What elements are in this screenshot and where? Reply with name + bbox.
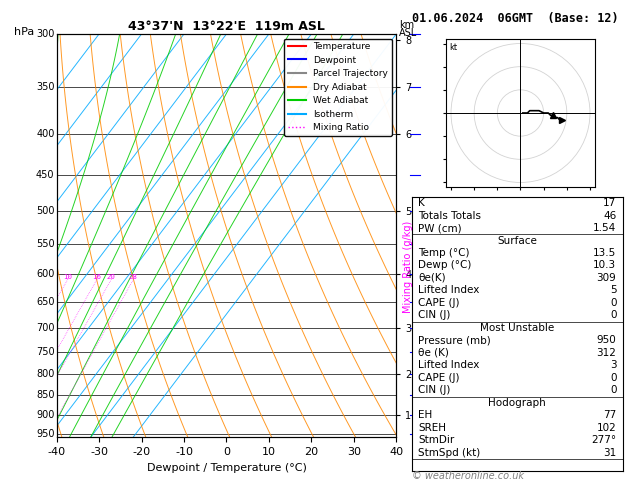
Text: hPa: hPa [14, 27, 34, 36]
Text: 0: 0 [610, 385, 616, 395]
Text: 312: 312 [596, 348, 616, 358]
Legend: Temperature, Dewpoint, Parcel Trajectory, Dry Adiabat, Wet Adiabat, Isotherm, Mi: Temperature, Dewpoint, Parcel Trajectory… [284, 38, 392, 136]
Text: Most Unstable: Most Unstable [480, 323, 555, 333]
Text: StmDir: StmDir [418, 435, 455, 445]
Text: Surface: Surface [498, 236, 537, 245]
Text: 1.54: 1.54 [593, 223, 616, 233]
Text: Lifted Index: Lifted Index [418, 360, 480, 370]
Text: Pressure (mb): Pressure (mb) [418, 335, 491, 346]
Text: Dewp (°C): Dewp (°C) [418, 260, 472, 271]
Text: 500: 500 [36, 206, 55, 216]
Text: StmSpd (kt): StmSpd (kt) [418, 448, 481, 458]
Text: 77: 77 [603, 410, 616, 420]
Text: 13.5: 13.5 [593, 248, 616, 258]
Text: 309: 309 [597, 273, 616, 283]
Text: 17: 17 [603, 198, 616, 208]
Text: 0: 0 [610, 298, 616, 308]
Text: K: K [418, 198, 425, 208]
Text: 28: 28 [128, 274, 137, 280]
Text: θe (K): θe (K) [418, 348, 449, 358]
Text: Hodograph: Hodograph [489, 398, 546, 408]
Text: 277°: 277° [591, 435, 616, 445]
Text: kt: kt [449, 43, 457, 52]
Text: Temp (°C): Temp (°C) [418, 248, 470, 258]
Text: Lifted Index: Lifted Index [418, 285, 480, 295]
Text: 16: 16 [92, 274, 101, 280]
Text: © weatheronline.co.uk: © weatheronline.co.uk [412, 471, 524, 481]
Text: 400: 400 [36, 129, 55, 139]
Text: 31: 31 [603, 448, 616, 458]
Text: CIN (J): CIN (J) [418, 385, 451, 395]
Text: 900: 900 [36, 410, 55, 420]
Text: 0: 0 [610, 311, 616, 320]
Text: km: km [399, 20, 415, 30]
Text: 300: 300 [36, 29, 55, 39]
Text: 20: 20 [106, 274, 115, 280]
Text: 550: 550 [36, 239, 55, 249]
Text: 3: 3 [610, 360, 616, 370]
Text: 350: 350 [36, 83, 55, 92]
Text: 10.3: 10.3 [593, 260, 616, 271]
Text: CAPE (J): CAPE (J) [418, 373, 460, 383]
Text: CAPE (J): CAPE (J) [418, 298, 460, 308]
Title: 43°37'N  13°22'E  119m ASL: 43°37'N 13°22'E 119m ASL [128, 20, 325, 33]
Text: 850: 850 [36, 390, 55, 400]
Text: 600: 600 [36, 269, 55, 279]
Text: 0: 0 [610, 373, 616, 383]
Text: θe(K): θe(K) [418, 273, 446, 283]
Text: ASL: ASL [399, 28, 418, 38]
Text: 46: 46 [603, 210, 616, 221]
Text: 450: 450 [36, 170, 55, 180]
Text: 750: 750 [36, 347, 55, 357]
Text: Mixing Ratio (g/kg): Mixing Ratio (g/kg) [403, 221, 413, 313]
Text: 700: 700 [36, 323, 55, 333]
Text: PW (cm): PW (cm) [418, 223, 462, 233]
Text: 102: 102 [597, 423, 616, 433]
Text: 950: 950 [597, 335, 616, 346]
Text: 01.06.2024  06GMT  (Base: 12): 01.06.2024 06GMT (Base: 12) [412, 12, 618, 25]
Text: 650: 650 [36, 297, 55, 307]
Text: SREH: SREH [418, 423, 447, 433]
Text: Totals Totals: Totals Totals [418, 210, 481, 221]
X-axis label: Dewpoint / Temperature (°C): Dewpoint / Temperature (°C) [147, 463, 306, 473]
Text: 10: 10 [63, 274, 72, 280]
Text: EH: EH [418, 410, 433, 420]
Text: 5: 5 [610, 285, 616, 295]
Text: LCL: LCL [437, 429, 454, 438]
Text: CIN (J): CIN (J) [418, 311, 451, 320]
Text: 800: 800 [36, 369, 55, 379]
Text: 950: 950 [36, 429, 55, 439]
